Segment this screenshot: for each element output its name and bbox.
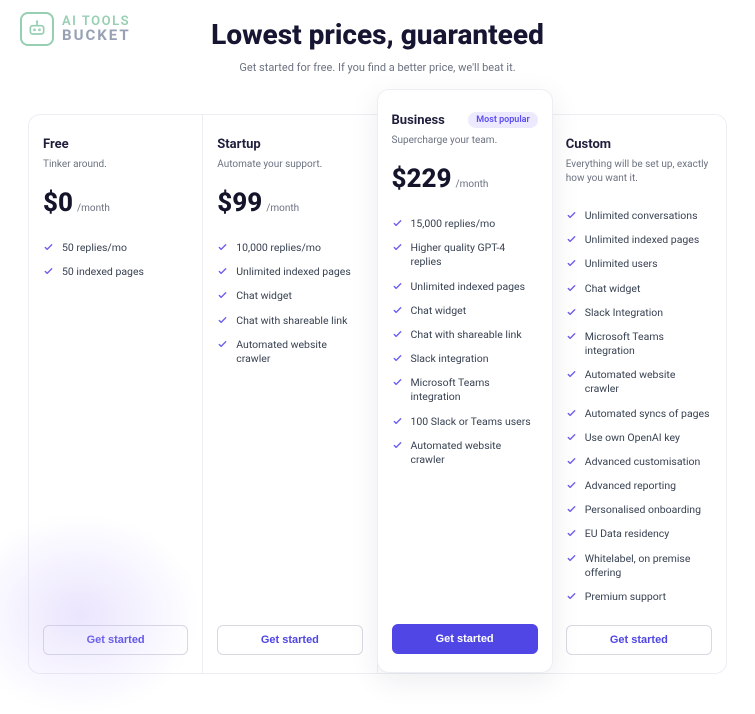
feature-item: Higher quality GPT-4 replies [392, 236, 538, 274]
feature-item: Unlimited conversations [566, 204, 712, 228]
plan-card-startup: Startup Automate your support. $99/month 10… [203, 115, 377, 673]
plan-card-free: Free Tinker around. $0/month 50 replies/mo5… [29, 115, 203, 673]
check-icon [217, 266, 228, 277]
feature-item: Microsoft Teams integration [566, 325, 712, 363]
brand-logo[interactable]: AI TOOLS BUCKET [20, 12, 131, 46]
check-icon [566, 480, 577, 491]
feature-item: Slack integration [392, 347, 538, 371]
check-icon [566, 553, 577, 564]
feature-item: 100 Slack or Teams users [392, 410, 538, 434]
feature-list: 50 replies/mo50 indexed pages [43, 236, 188, 284]
check-icon [566, 331, 577, 342]
check-icon [566, 432, 577, 443]
feature-item: Chat with shareable link [392, 323, 538, 347]
plan-card-business: Business Most popular Supercharge your tea… [377, 89, 553, 673]
check-icon [566, 591, 577, 602]
feature-item: 50 indexed pages [43, 260, 188, 284]
check-icon [566, 234, 577, 245]
plan-tagline: Supercharge your team. [392, 134, 538, 148]
feature-item: Chat widget [566, 277, 712, 301]
check-icon [217, 242, 228, 253]
check-icon [217, 290, 228, 301]
check-icon [566, 408, 577, 419]
feature-item: Advanced reporting [566, 474, 712, 498]
check-icon [217, 339, 228, 350]
feature-item: Automated website crawler [566, 363, 712, 401]
check-icon [43, 242, 54, 253]
feature-item: Automated website crawler [392, 434, 538, 472]
plan-tagline: Everything will be set up, exactly how y… [566, 158, 712, 186]
get-started-button[interactable]: Get started [392, 624, 538, 654]
feature-item: Whitelabel, on premise offering [566, 547, 712, 585]
plan-card-custom: Custom Everything will be set up, exactly… [552, 115, 726, 673]
check-icon [392, 377, 403, 388]
brand-text: AI TOOLS BUCKET [62, 15, 131, 43]
feature-item: Chat widget [392, 299, 538, 323]
feature-item: Unlimited indexed pages [217, 260, 362, 284]
get-started-button[interactable]: Get started [217, 625, 362, 655]
feature-item: Microsoft Teams integration [392, 371, 538, 409]
feature-item: Personalised onboarding [566, 498, 712, 522]
plan-price: $99/month [217, 188, 362, 218]
feature-item: Use own OpenAI key [566, 426, 712, 450]
check-icon [392, 440, 403, 451]
feature-item: Advanced customisation [566, 450, 712, 474]
get-started-button[interactable]: Get started [566, 625, 712, 655]
brand-mark [20, 12, 54, 46]
feature-item: 10,000 replies/mo [217, 236, 362, 260]
check-icon [392, 329, 403, 340]
plan-price: $229/month [392, 164, 538, 194]
pricing-grid: Free Tinker around. $0/month 50 replies/mo5… [28, 114, 727, 674]
brand-line2: BUCKET [62, 28, 131, 43]
feature-item: EU Data residency [566, 522, 712, 546]
robot-icon [27, 19, 47, 39]
check-icon [392, 416, 403, 427]
check-icon [566, 258, 577, 269]
feature-item: 15,000 replies/mo [392, 212, 538, 236]
check-icon [217, 315, 228, 326]
check-icon [43, 266, 54, 277]
feature-item: Slack Integration [566, 301, 712, 325]
check-icon [566, 283, 577, 294]
check-icon [392, 353, 403, 364]
feature-item: Chat with shareable link [217, 309, 362, 333]
plan-name: Free [43, 137, 69, 152]
feature-item: Unlimited indexed pages [392, 275, 538, 299]
feature-item: Premium support [566, 585, 712, 609]
most-popular-badge: Most popular [468, 112, 538, 128]
check-icon [566, 369, 577, 380]
check-icon [566, 307, 577, 318]
feature-item: Chat widget [217, 284, 362, 308]
check-icon [392, 242, 403, 253]
feature-item: Unlimited users [566, 252, 712, 276]
feature-item: Unlimited indexed pages [566, 228, 712, 252]
page-subtitle: Get started for free. If you find a bett… [0, 61, 755, 74]
check-icon [392, 218, 403, 229]
feature-list: Unlimited conversationsUnlimited indexed… [566, 204, 712, 609]
check-icon [392, 305, 403, 316]
check-icon [566, 528, 577, 539]
plan-tagline: Tinker around. [43, 158, 188, 172]
plan-name: Custom [566, 137, 611, 152]
feature-list: 15,000 replies/moHigher quality GPT-4 re… [392, 212, 538, 472]
plan-name: Business [392, 113, 445, 128]
plan-name: Startup [217, 137, 260, 152]
feature-item: Automated syncs of pages [566, 402, 712, 426]
get-started-button[interactable]: Get started [43, 625, 188, 655]
feature-list: 10,000 replies/moUnlimited indexed pages… [217, 236, 362, 371]
feature-item: 50 replies/mo [43, 236, 188, 260]
feature-item: Automated website crawler [217, 333, 362, 371]
plan-price: $0/month [43, 188, 188, 218]
check-icon [392, 281, 403, 292]
plan-tagline: Automate your support. [217, 158, 362, 172]
check-icon [566, 210, 577, 221]
check-icon [566, 456, 577, 467]
check-icon [566, 504, 577, 515]
